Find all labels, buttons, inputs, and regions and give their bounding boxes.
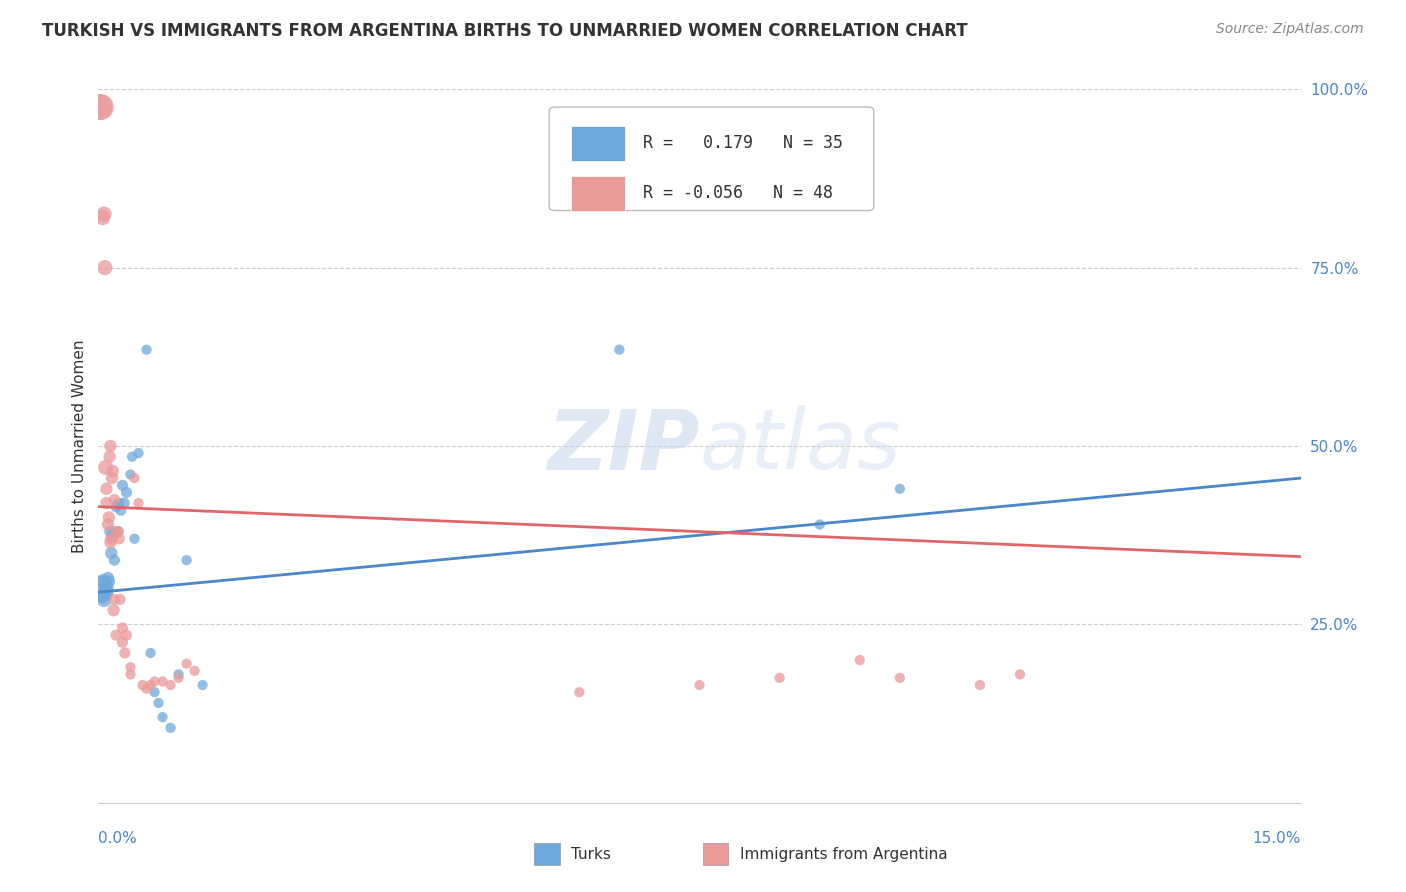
Point [94,460,117,475]
Point [97,510,120,524]
FancyBboxPatch shape [571,127,624,161]
Point [101,464,124,478]
Point [135,681,157,696]
Point [121,450,143,464]
Point [97,574,120,589]
Point [103,492,125,507]
Text: atlas: atlas [700,406,901,486]
Point [97,571,120,585]
Point [90,582,112,596]
Point [159,678,181,692]
Point [107,524,129,539]
Point [889,671,911,685]
Point [152,674,174,689]
Point [969,678,991,692]
Point [91,589,114,603]
Point [148,696,170,710]
Point [108,592,131,607]
Text: 0.0%: 0.0% [98,831,138,847]
Point [124,471,146,485]
Point [111,621,134,635]
Point [89,100,111,114]
Point [120,660,142,674]
Point [110,503,132,517]
Point [107,524,129,539]
Point [191,678,214,692]
Point [143,674,166,689]
Point [107,496,129,510]
Point [98,450,121,464]
FancyBboxPatch shape [571,177,624,211]
Point [120,467,142,482]
Point [849,653,872,667]
Point [105,628,128,642]
Text: ZIP: ZIP [547,406,700,486]
Point [159,721,181,735]
Point [115,628,138,642]
Point [94,260,117,275]
Point [100,535,122,549]
Point [124,532,146,546]
Point [105,500,128,514]
Text: R =   0.179   N = 35: R = 0.179 N = 35 [643,135,844,153]
Point [115,485,138,500]
Point [120,667,142,681]
Point [96,578,118,592]
Point [96,482,118,496]
Point [143,685,166,699]
Point [183,664,205,678]
Point [90,100,112,114]
Text: TURKISH VS IMMIGRANTS FROM ARGENTINA BIRTHS TO UNMARRIED WOMEN CORRELATION CHART: TURKISH VS IMMIGRANTS FROM ARGENTINA BIR… [42,22,967,40]
Text: Source: ZipAtlas.com: Source: ZipAtlas.com [1216,22,1364,37]
Point [111,478,134,492]
Point [111,635,134,649]
Point [167,667,190,681]
Point [889,482,911,496]
Y-axis label: Births to Unmarried Women: Births to Unmarried Women [72,339,87,553]
FancyBboxPatch shape [550,107,873,211]
Point [176,657,198,671]
Point [100,546,122,560]
Text: 15.0%: 15.0% [1253,831,1301,847]
Point [128,496,150,510]
Point [93,207,115,221]
Point [100,439,122,453]
Point [112,496,135,510]
Point [97,517,120,532]
Point [689,678,711,692]
Text: Turks: Turks [571,847,610,862]
Point [568,685,591,699]
Point [114,646,136,660]
Point [103,592,125,607]
Point [139,678,162,692]
Point [96,496,118,510]
Text: R = -0.056   N = 48: R = -0.056 N = 48 [643,185,832,202]
Point [91,574,114,589]
Point [101,528,124,542]
Point [769,671,792,685]
Point [100,524,122,539]
Point [167,671,190,685]
Point [93,592,115,607]
Point [91,211,114,225]
Point [94,585,117,599]
Point [101,471,124,485]
Point [131,678,153,692]
Point [808,517,831,532]
Point [103,603,125,617]
Point [1010,667,1032,681]
Point [139,646,162,660]
Point [135,343,157,357]
Point [103,553,125,567]
Point [176,553,198,567]
Point [152,710,174,724]
Point [100,532,122,546]
Text: Immigrants from Argentina: Immigrants from Argentina [740,847,948,862]
Point [128,446,150,460]
Point [108,532,131,546]
Point [105,524,128,539]
Point [609,343,631,357]
